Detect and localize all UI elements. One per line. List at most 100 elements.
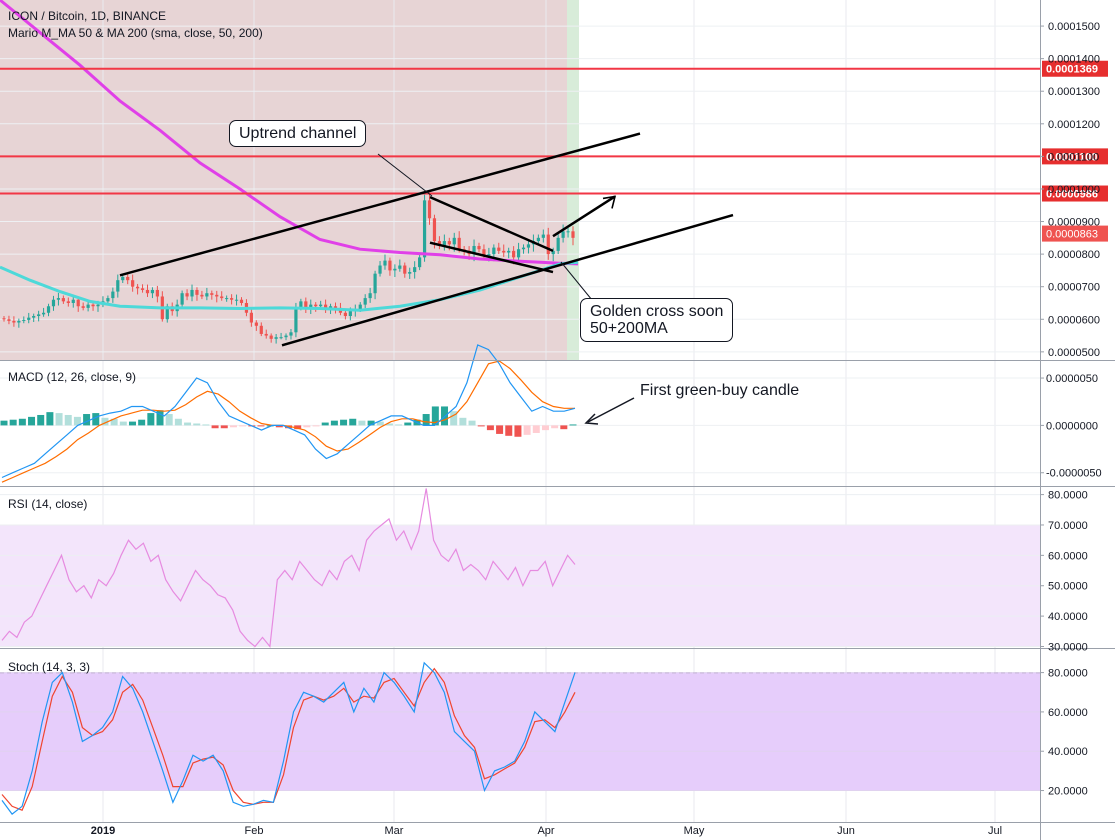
level-price-label: 0.0000986 bbox=[1046, 189, 1098, 201]
trend-line bbox=[281, 213, 734, 347]
candle-body bbox=[333, 306, 338, 308]
macd-histogram-bar bbox=[193, 423, 201, 426]
candle-body bbox=[22, 319, 26, 321]
time-tick-label: 2019 bbox=[91, 825, 115, 837]
rsi-tick-label: 80.0000 bbox=[1048, 490, 1088, 502]
green-buy-annotation: First green-buy candle bbox=[640, 382, 800, 399]
candle-body bbox=[556, 237, 560, 251]
macd-histogram-bar bbox=[55, 413, 63, 426]
time-tick-label: Apr bbox=[537, 825, 554, 837]
candle-body bbox=[289, 332, 293, 336]
macd-histogram-bar bbox=[83, 414, 91, 426]
candle-body bbox=[477, 245, 481, 250]
macd-histogram-bar bbox=[64, 414, 72, 426]
candle-body bbox=[512, 250, 516, 258]
macd-legend: MACD (12, 26, close, 9) bbox=[8, 370, 137, 384]
candle-body bbox=[131, 280, 135, 287]
candle-body bbox=[126, 276, 130, 281]
candle-body bbox=[41, 312, 46, 315]
macd-histogram-bar bbox=[156, 410, 164, 426]
macd-histogram-bar bbox=[211, 425, 219, 429]
candle-body bbox=[521, 247, 526, 250]
macd-histogram-bar bbox=[395, 424, 403, 426]
level-price-tag bbox=[1042, 185, 1108, 202]
candle-body bbox=[363, 298, 367, 305]
candle-body bbox=[546, 234, 550, 255]
candle-body bbox=[378, 265, 382, 274]
candle-body bbox=[220, 296, 224, 299]
candle-body bbox=[408, 272, 412, 274]
bullish-zone-shade bbox=[567, 0, 579, 360]
candle-body bbox=[91, 304, 95, 307]
macd-histogram-bar bbox=[220, 425, 228, 429]
candle-body bbox=[86, 304, 90, 308]
candle-body bbox=[12, 320, 16, 323]
candle-body bbox=[526, 244, 531, 248]
macd-histogram-bar bbox=[431, 406, 439, 426]
macd-histogram-bar bbox=[184, 422, 192, 426]
candle-body bbox=[264, 333, 268, 336]
stoch-tick-label: 80.0000 bbox=[1048, 668, 1088, 680]
candle-body bbox=[106, 298, 110, 302]
ma50-line bbox=[0, 260, 579, 312]
trend-line bbox=[552, 195, 616, 238]
rsi-legend: RSI (14, close) bbox=[8, 497, 88, 511]
macd-tick-label: 0.0000050 bbox=[1046, 373, 1098, 385]
candle-body bbox=[195, 289, 199, 295]
stoch-d-line bbox=[1, 667, 576, 811]
macd-histogram-bar bbox=[303, 425, 311, 428]
macd-histogram-bar bbox=[37, 414, 45, 426]
macd-histogram-bar bbox=[367, 420, 375, 426]
rsi-tick-label: 50.0000 bbox=[1048, 581, 1088, 593]
candle-body bbox=[566, 231, 570, 233]
time-tick-label: Jul bbox=[988, 825, 1002, 837]
stoch-legend: Stoch (14, 3, 3) bbox=[8, 660, 91, 674]
macd-histogram-bar bbox=[138, 419, 146, 426]
rsi-tick-label: 60.0000 bbox=[1048, 550, 1088, 562]
stoch-tick-label: 60.0000 bbox=[1048, 707, 1088, 719]
macd-histogram-bar bbox=[569, 424, 577, 426]
stoch-tick-label: 20.0000 bbox=[1048, 786, 1088, 798]
last-price-label: 0.0000863 bbox=[1046, 229, 1098, 241]
time-tick-label: Feb bbox=[245, 825, 264, 837]
macd-histogram-bar bbox=[229, 425, 237, 428]
macd-signal-line bbox=[1, 360, 575, 483]
candle-body bbox=[81, 306, 85, 308]
candle-body bbox=[492, 247, 496, 255]
candle-body bbox=[111, 291, 115, 299]
macd-tick-label: -0.0000050 bbox=[1046, 468, 1102, 480]
candle-body bbox=[502, 250, 506, 253]
candle-body bbox=[393, 268, 397, 271]
candle-body bbox=[180, 293, 184, 305]
candle-body bbox=[279, 337, 283, 339]
macd-line bbox=[1, 344, 576, 479]
candle-body bbox=[76, 299, 80, 307]
candle-body bbox=[150, 289, 155, 294]
candle-body bbox=[319, 304, 323, 307]
candle-body bbox=[116, 280, 120, 292]
candle-body bbox=[254, 322, 258, 326]
candle-body bbox=[225, 298, 229, 300]
candle-body bbox=[230, 298, 234, 300]
macd-histogram-bar bbox=[128, 421, 136, 426]
candle-body bbox=[37, 314, 41, 317]
green-buy-arrow bbox=[587, 397, 635, 423]
macd-histogram-bar bbox=[101, 417, 109, 426]
macd-histogram-bar bbox=[551, 425, 559, 429]
macd-histogram-bar bbox=[477, 425, 485, 427]
macd-histogram-bar bbox=[0, 420, 8, 426]
candle-body bbox=[234, 299, 239, 301]
macd-histogram-bar bbox=[496, 425, 504, 434]
indicator-legend: Mario M_MA 50 & MA 200 (sma, close, 50, … bbox=[8, 26, 263, 40]
candle-body bbox=[422, 200, 427, 258]
macd-histogram-bar bbox=[330, 420, 338, 426]
macd-histogram-bar bbox=[385, 423, 393, 426]
trend-line bbox=[429, 241, 554, 274]
time-tick-label: Mar bbox=[385, 825, 404, 837]
candle-body bbox=[388, 260, 392, 271]
candle-body bbox=[432, 218, 437, 242]
macd-histogram-bar bbox=[523, 425, 531, 435]
price-tick-label: 0.0000700 bbox=[1048, 282, 1100, 294]
macd-histogram-bar bbox=[486, 425, 494, 431]
candle-body bbox=[497, 247, 501, 251]
